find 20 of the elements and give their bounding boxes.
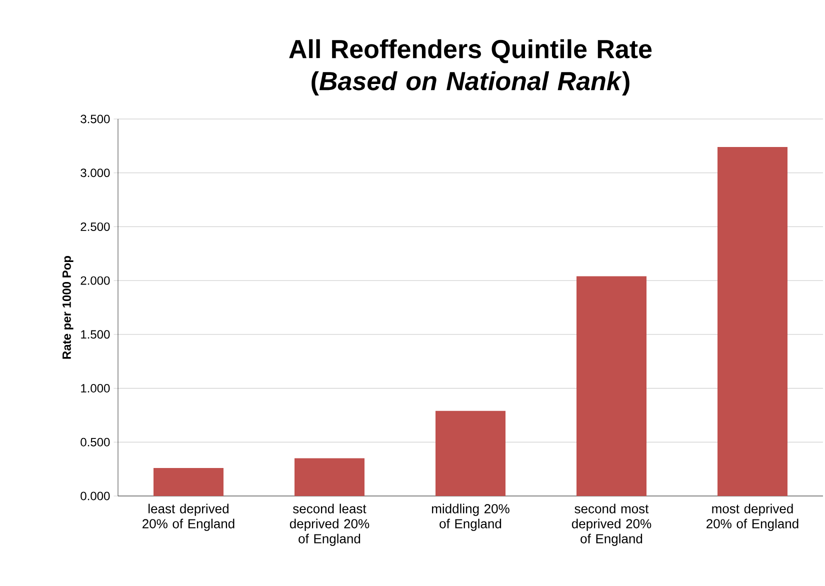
x-tick-label: most deprived 20% of England [706,504,798,531]
x-tick-label: middling 20% of England [432,504,510,531]
x-tick-label: least deprived 20% of England [142,504,234,531]
bar [717,147,788,496]
y-tick-label: 3.500 [80,114,110,124]
chart-title: All Reoffenders Quintile Rate (Based on National Rank) [289,39,652,96]
y-tick-label: 1.000 [81,384,110,393]
y-tick-label: 0.000 [80,492,110,500]
x-tick-label: second least deprived 20% of England [290,504,370,546]
y-tick-label: 2.000 [80,276,110,285]
y-tick-label: 3.000 [80,168,110,178]
y-axis-title: Rate per 1000 Pop [62,256,74,359]
y-tick-label: 1.500 [81,330,110,339]
bar [576,276,646,496]
y-tick-label: 0.500 [80,438,110,446]
bar [436,410,506,496]
y-tick-label: 2.500 [80,222,110,231]
x-tick-label: second most deprived 20% of England [572,504,652,546]
bar [154,468,224,496]
bar [294,458,365,496]
